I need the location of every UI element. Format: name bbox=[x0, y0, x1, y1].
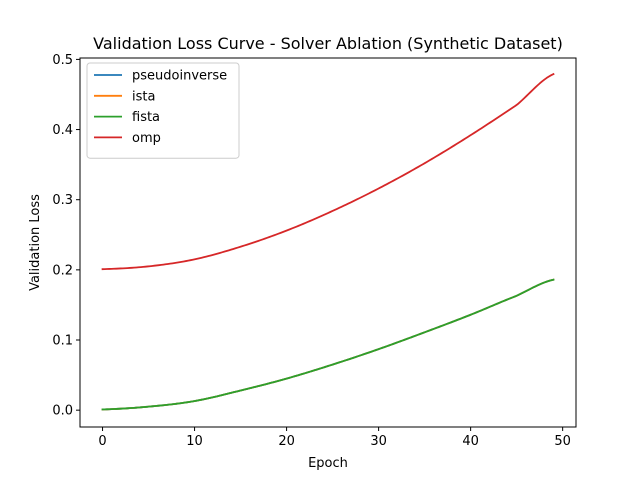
y-tick-label: 0.5 bbox=[52, 53, 73, 68]
y-tick-label: 0.3 bbox=[52, 193, 73, 208]
x-tick-label: 40 bbox=[462, 434, 479, 449]
y-tick-label: 0.1 bbox=[52, 334, 73, 349]
chart-title: Validation Loss Curve - Solver Ablation … bbox=[93, 34, 563, 53]
x-tick-label: 0 bbox=[98, 434, 106, 449]
legend-label-ista: ista bbox=[132, 89, 155, 104]
legend-label-pseudoinverse: pseudoinverse bbox=[132, 69, 227, 84]
y-tick-label: 0.0 bbox=[52, 404, 73, 419]
series-layer bbox=[101, 72, 555, 411]
y-tick-label: 0.4 bbox=[52, 123, 73, 138]
y-axis-title: Validation Loss bbox=[28, 194, 43, 291]
legend: pseudoinverse ista fista omp bbox=[86, 62, 240, 159]
legend-label-fista: fista bbox=[132, 110, 160, 125]
axes-border bbox=[79, 57, 577, 428]
legend-box bbox=[86, 62, 240, 159]
y-axis: 0.0 0.1 0.2 0.3 0.4 0.5 bbox=[52, 53, 80, 419]
x-tick-label: 30 bbox=[370, 434, 387, 449]
x-tick-label: 20 bbox=[278, 434, 295, 449]
y-tick-label: 0.2 bbox=[52, 263, 73, 278]
legend-label-omp: omp bbox=[132, 131, 161, 146]
x-axis: 0 10 20 30 40 50 bbox=[98, 427, 571, 449]
series-line-omp bbox=[101, 72, 555, 271]
x-axis-title: Epoch bbox=[308, 456, 348, 471]
x-tick-label: 10 bbox=[186, 434, 203, 449]
series-line-fista bbox=[101, 278, 555, 411]
x-tick-label: 50 bbox=[554, 434, 571, 449]
